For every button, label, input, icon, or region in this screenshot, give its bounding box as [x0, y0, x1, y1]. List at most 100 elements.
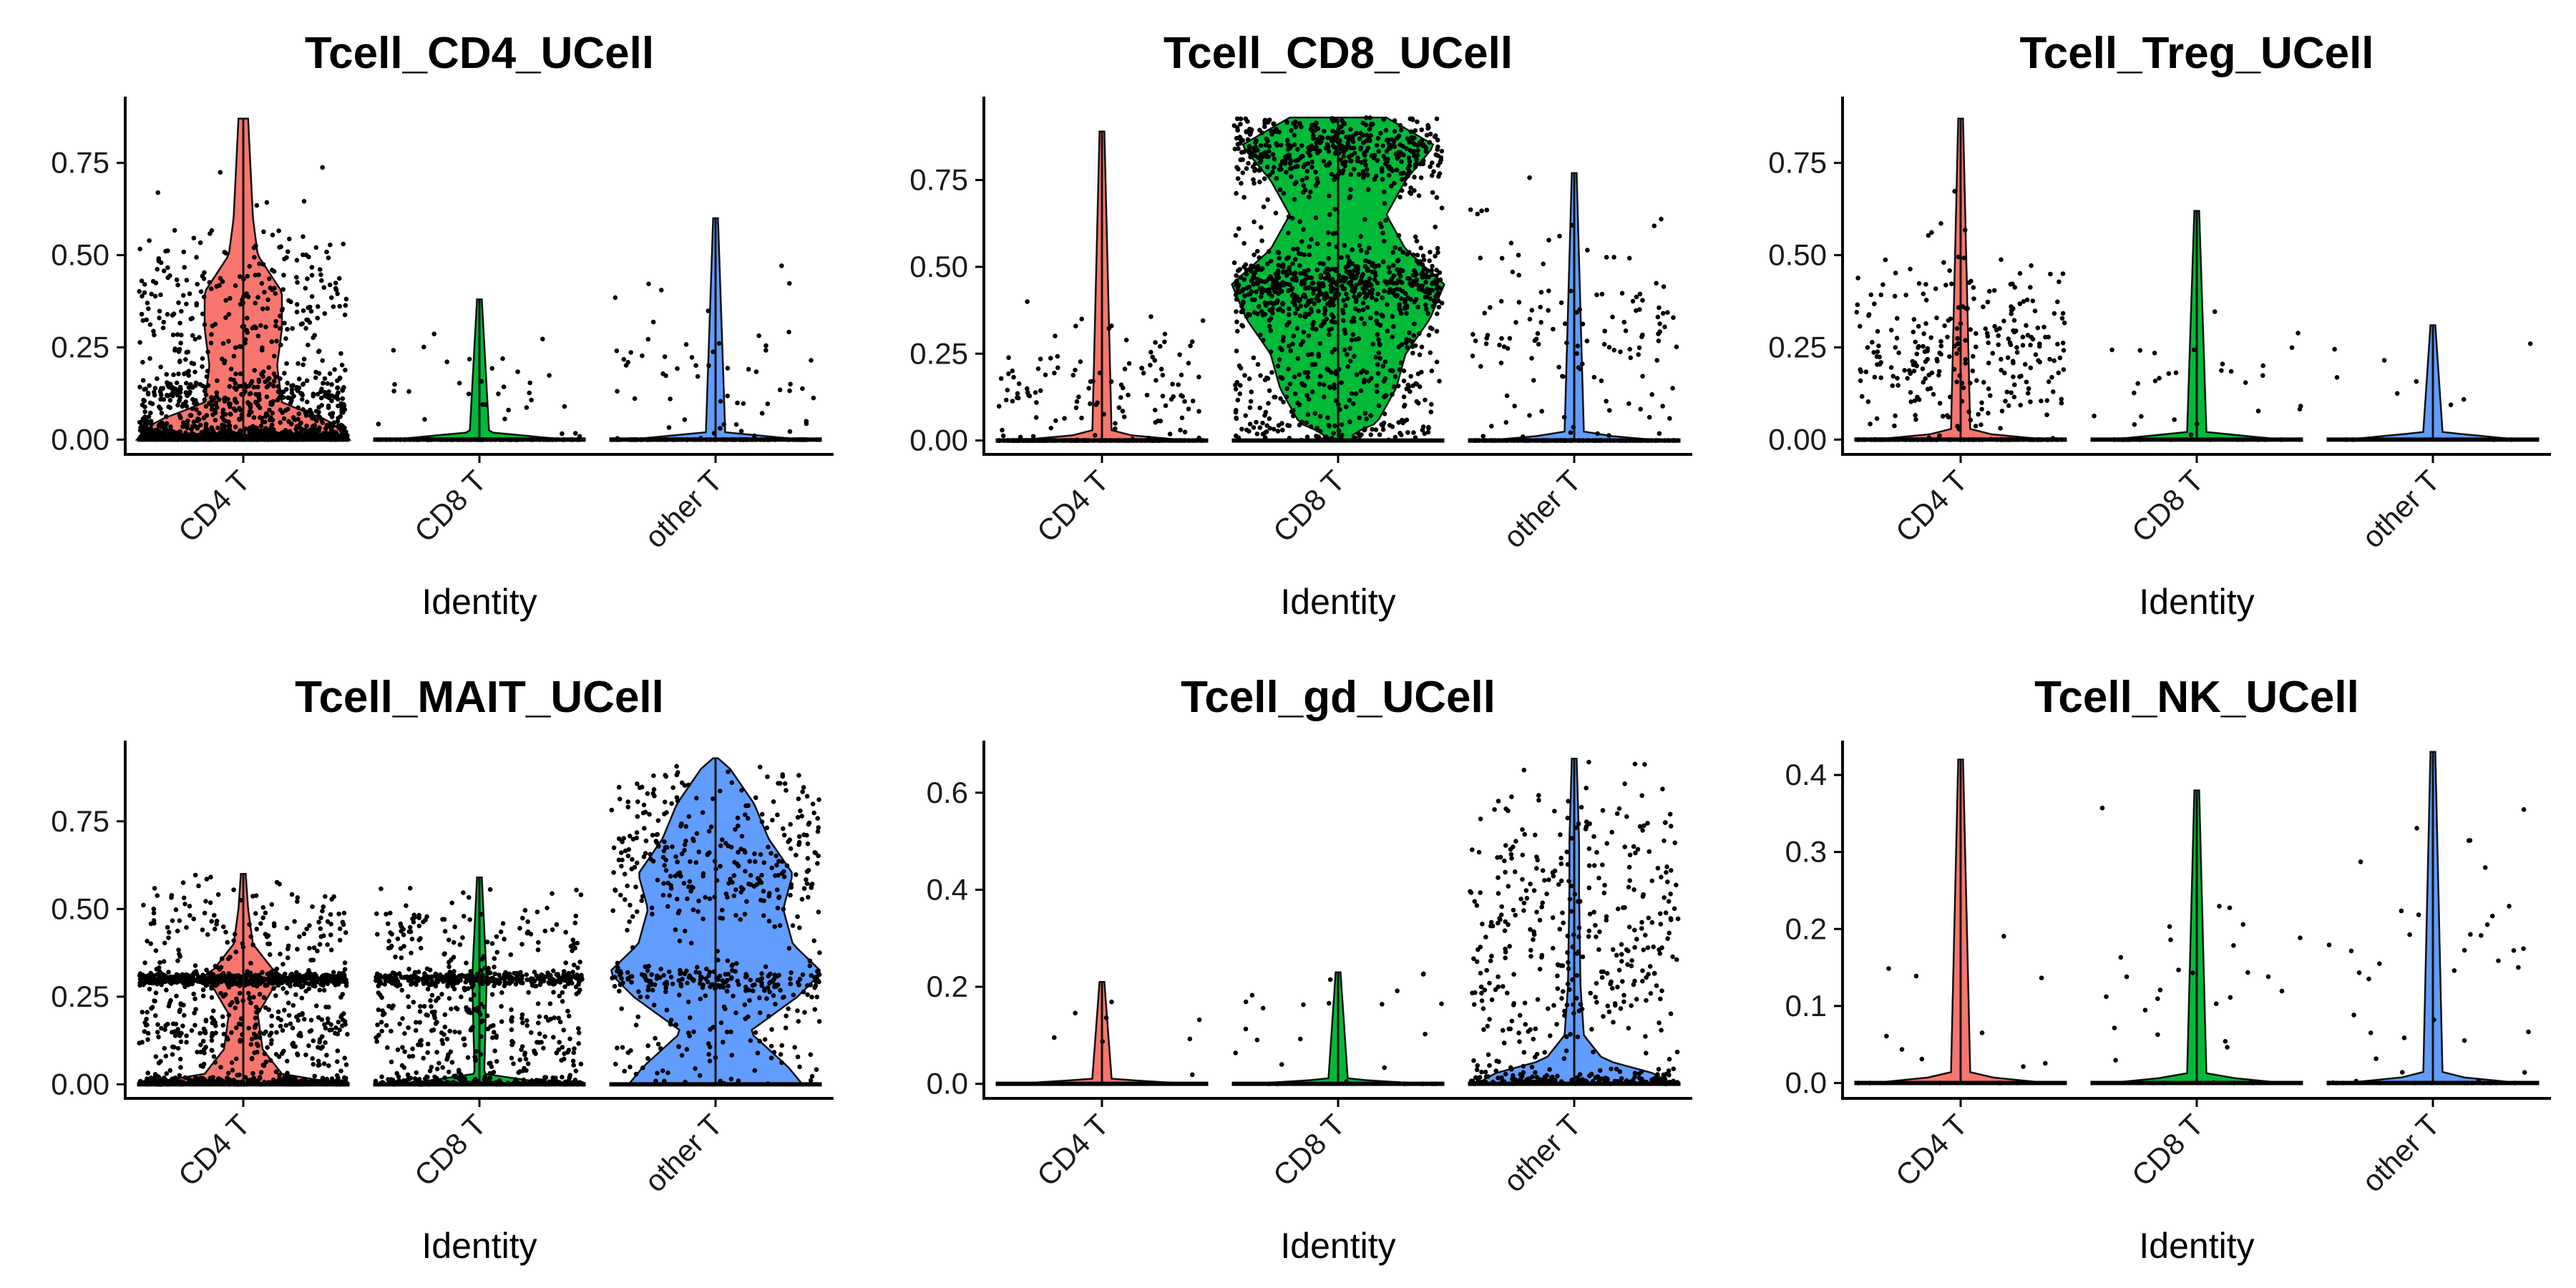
- data-point: [142, 1029, 147, 1034]
- data-point: [1261, 338, 1266, 343]
- data-point: [1419, 127, 1425, 132]
- data-point: [1606, 345, 1612, 350]
- data-point: [1410, 136, 1415, 142]
- data-point: [1340, 118, 1345, 123]
- data-point: [1926, 233, 1931, 238]
- data-point: [2135, 381, 2140, 386]
- data-point: [2033, 352, 2039, 357]
- data-point: [1322, 308, 1328, 313]
- data-point: [1330, 231, 1336, 236]
- data-point: [1113, 421, 1118, 426]
- data-point: [278, 342, 283, 348]
- data-point: [209, 919, 215, 924]
- data-point: [1318, 429, 1323, 434]
- data-point: [2044, 398, 2050, 403]
- data-point: [1341, 318, 1346, 323]
- data-point: [1386, 172, 1392, 178]
- data-point: [326, 1063, 331, 1068]
- data-point: [264, 427, 270, 433]
- data-point: [996, 404, 1002, 409]
- data-point: [1252, 168, 1257, 173]
- data-point: [2014, 345, 2019, 350]
- data-point: [238, 301, 243, 307]
- data-point: [1348, 187, 1353, 192]
- data-point: [1473, 338, 1478, 343]
- data-point: [2461, 396, 2467, 402]
- data-point: [1375, 158, 1380, 163]
- data-point: [316, 348, 322, 353]
- data-point: [303, 427, 308, 433]
- data-point: [2017, 270, 2023, 276]
- data-point: [1254, 289, 1259, 295]
- data-point: [1430, 160, 1435, 165]
- data-point: [153, 429, 159, 434]
- data-point: [1327, 193, 1332, 199]
- data-point: [269, 339, 275, 344]
- data-point: [140, 318, 146, 323]
- data-point: [1417, 141, 1423, 147]
- data-point: [140, 378, 146, 383]
- data-point: [163, 974, 169, 979]
- data-point: [1423, 397, 1428, 403]
- data-point: [1398, 171, 1404, 176]
- data-point: [263, 379, 268, 384]
- data-point: [1309, 165, 1314, 170]
- data-point: [296, 405, 301, 410]
- data-point: [264, 384, 270, 390]
- data-point: [1407, 140, 1413, 145]
- data-point: [1497, 342, 1502, 348]
- data-point: [1429, 173, 1435, 178]
- data-point: [1562, 321, 1568, 326]
- data-point: [1006, 355, 1011, 361]
- data-point: [1430, 288, 1435, 293]
- data-point: [195, 424, 200, 430]
- data-point: [1360, 272, 1365, 277]
- data-point: [285, 955, 291, 960]
- data-point: [145, 1030, 151, 1036]
- data-point: [1417, 331, 1422, 336]
- data-point: [246, 412, 252, 418]
- data-point: [1322, 382, 1327, 387]
- data-point: [256, 432, 262, 438]
- data-point: [256, 377, 261, 383]
- data-point: [1854, 310, 1860, 315]
- data-point: [145, 301, 150, 306]
- y-tick-label: 0.50: [51, 892, 109, 925]
- data-point: [1878, 360, 1883, 365]
- data-point: [613, 295, 618, 301]
- data-point: [337, 303, 343, 309]
- data-point: [1252, 310, 1257, 315]
- data-point: [1318, 139, 1323, 144]
- data-point: [1238, 157, 1243, 162]
- data-point: [172, 228, 177, 233]
- data-point: [1262, 377, 1268, 383]
- data-point: [1427, 258, 1432, 263]
- data-point: [1262, 176, 1267, 181]
- data-point: [1512, 404, 1517, 409]
- data-point: [2020, 343, 2026, 348]
- data-point: [1274, 273, 1279, 278]
- data-point: [324, 249, 329, 255]
- data-point: [1436, 291, 1441, 296]
- data-point: [1423, 306, 1429, 312]
- data-point: [1659, 216, 1664, 222]
- data-point: [294, 302, 300, 307]
- data-point: [257, 397, 262, 403]
- data-point: [1484, 208, 1490, 213]
- data-point: [1908, 266, 1913, 272]
- data-point: [2030, 298, 2036, 303]
- data-point: [1269, 370, 1274, 375]
- data-point: [144, 418, 150, 424]
- data-point: [1158, 343, 1163, 349]
- data-point: [1405, 252, 1410, 257]
- data-point: [269, 1013, 275, 1019]
- data-point: [1397, 267, 1403, 273]
- data-point: [1247, 421, 1253, 426]
- data-point: [1274, 176, 1279, 181]
- data-point: [255, 333, 261, 338]
- data-point: [753, 369, 759, 374]
- data-point: [254, 1010, 259, 1015]
- data-point: [267, 407, 272, 413]
- data-point: [2006, 403, 2011, 409]
- data-point: [572, 431, 578, 436]
